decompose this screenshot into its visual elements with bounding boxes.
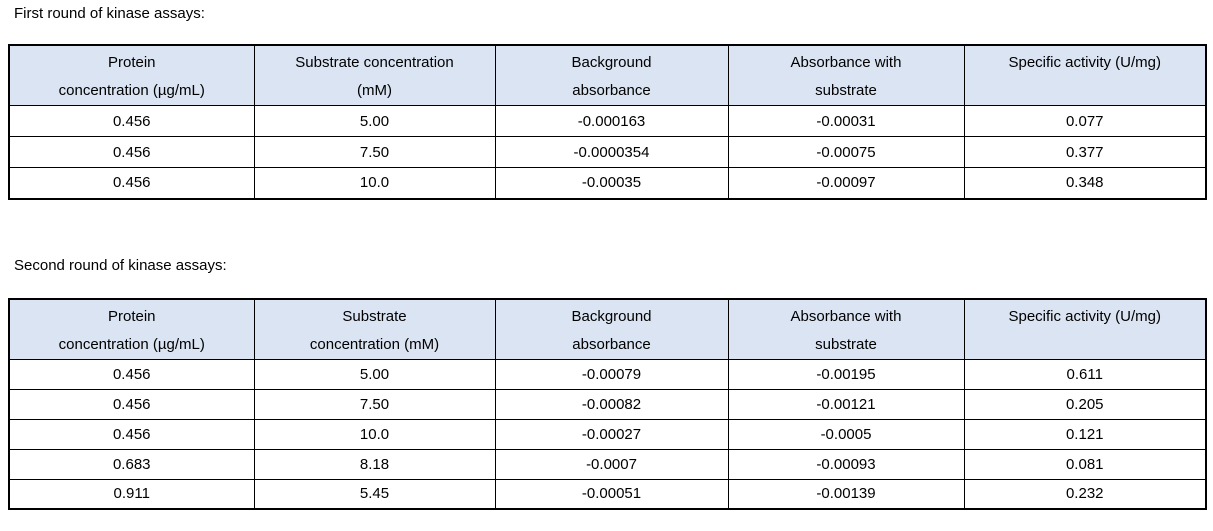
first-round-title: First round of kinase assays: — [14, 5, 205, 22]
table-cell: -0.0000354 — [494, 136, 729, 168]
column-header-line: (mM) — [357, 82, 392, 99]
table-cell: 0.456 — [8, 136, 255, 168]
table-cell: 0.077 — [963, 105, 1207, 137]
table-cell: -0.00139 — [727, 478, 965, 510]
table-row: 0.911 5.45 -0.00051 -0.00139 0.232 — [8, 478, 1207, 510]
column-header-line: concentration (µg/mL) — [58, 335, 205, 353]
table-row: 0.683 8.18 -0.0007 -0.00093 0.081 — [8, 448, 1207, 480]
header-row: Protein concentration (µg/mL) Substrate con… — [8, 298, 1207, 360]
table-cell: -0.00035 — [494, 167, 729, 199]
first-round-table-body: 0.456 5.00 -0.000163 -0.00031 0.077 0.456 7.50… — [8, 105, 1207, 199]
header-row: Protein concentration (µg/mL) Substrate co… — [8, 44, 1207, 106]
column-header: Absorbance with substrate — [727, 298, 965, 360]
column-header: Absorbance with substrate — [727, 44, 965, 106]
table-cell: 0.456 — [8, 388, 255, 420]
column-header-line: concentration (mM) — [309, 335, 440, 353]
table-cell: -0.00079 — [494, 358, 729, 390]
table-cell: -0.00121 — [727, 388, 965, 420]
column-header-line: Substrate concentration — [295, 54, 454, 71]
table-row: 0.456 10.0 -0.00027 -0.0005 0.121 — [8, 418, 1207, 450]
column-header: Specific activity (U/mg) — [963, 44, 1207, 106]
second-round-title: Second round of kinase assays: — [14, 256, 227, 274]
section-second-round: Second round of kinase assays: Protein co… — [8, 256, 1213, 510]
table-cell: 8.18 — [253, 448, 496, 480]
column-header-line: absorbance — [572, 82, 651, 99]
column-header-line: substrate — [815, 335, 877, 353]
column-header-line: Background — [571, 307, 652, 325]
second-round-table-body: 0.456 5.00 -0.00079 -0.00195 0.611 0.456 7.50-… — [8, 358, 1207, 510]
section-first-round: First round of kinase assays: Protein con… — [8, 6, 1213, 200]
table-cell: -0.00195 — [727, 358, 965, 390]
table-cell: -0.00027 — [494, 418, 729, 450]
table-cell: -0.00051 — [494, 478, 729, 510]
table-cell: -0.00031 — [727, 105, 965, 137]
table-cell: -0.00075 — [727, 136, 965, 168]
column-header-line: Protein — [107, 307, 156, 325]
table-cell: 0.377 — [963, 136, 1207, 168]
table-cell: -0.00093 — [727, 448, 965, 480]
first-round-assays-table: Protein concentration (µg/mL) Substrate co… — [8, 44, 1207, 200]
table-cell: 7.50 — [253, 388, 496, 420]
table-cell: 5.45 — [253, 478, 496, 510]
table-cell: -0.0007 — [494, 448, 729, 480]
table-cell: 0.121 — [963, 418, 1207, 450]
second-round-assays-table: Protein concentration (µg/mL) Substrate con… — [8, 297, 1207, 510]
table-cell: 7.50 — [253, 136, 496, 168]
table-cell: 10.0 — [253, 167, 496, 199]
table-cell: -0.00097 — [727, 167, 965, 199]
column-header: Specific activity (U/mg) — [963, 298, 1207, 360]
table-cell: 0.456 — [8, 105, 255, 137]
table-cell: 0.232 — [963, 478, 1207, 510]
table-cell: 10.0 — [253, 418, 496, 450]
column-header-line: Protein — [107, 54, 156, 71]
table-row: 0.456 5.00 -0.000163 -0.00031 0.077 — [8, 105, 1207, 137]
column-header: Protein concentration (µg/mL) — [8, 44, 255, 106]
table-cell: 0.456 — [8, 418, 255, 450]
table-cell: 0.205 — [963, 388, 1207, 420]
table-cell: 0.456 — [8, 358, 255, 390]
column-header: Background absorbance — [494, 44, 729, 106]
table-row: 0.456 10.0 -0.00035 -0.00097 0.348 — [8, 167, 1207, 199]
column-header-line: substrate — [815, 82, 877, 99]
table-cell: 5.00 — [253, 105, 496, 137]
table-cell: -0.0005 — [727, 418, 965, 450]
table-cell: 0.611 — [963, 358, 1207, 390]
column-header-line: Substrate — [342, 307, 407, 325]
table-cell: -0.00082 — [494, 388, 729, 420]
column-header: Substrate concentration (mM) — [253, 44, 496, 106]
column-header-line: absorbance — [572, 335, 651, 353]
column-header-line: Specific activity (U/mg) — [1008, 307, 1162, 325]
table-row: 0.456 7.50 -0.00082 -0.00121 0.205 — [8, 388, 1207, 420]
table-row: 0.456 5.00 -0.00079 -0.00195 0.611 — [8, 358, 1207, 390]
table-cell: 0.081 — [963, 448, 1207, 480]
table-cell: -0.000163 — [494, 105, 729, 137]
table-cell: 0.456 — [8, 167, 255, 199]
column-header: Substrate concentration (mM) — [253, 298, 496, 360]
column-header-line: concentration (µg/mL) — [58, 82, 205, 99]
column-header: Background absorbance — [494, 298, 729, 360]
table-cell: 0.911 — [8, 478, 255, 510]
column-header-line: Specific activity (U/mg) — [1008, 54, 1162, 71]
table-cell: 0.683 — [8, 448, 255, 480]
table-cell: 0.348 — [963, 167, 1207, 199]
column-header-line: Background — [571, 54, 652, 71]
table-cell: 5.00 — [253, 358, 496, 390]
column-header: Protein concentration (µg/mL) — [8, 298, 255, 360]
column-header-line: Absorbance with — [790, 54, 902, 71]
table-row: 0.456 7.50 -0.0000354 -0.00075 0.377 — [8, 136, 1207, 168]
column-header-line: Absorbance with — [790, 307, 902, 325]
